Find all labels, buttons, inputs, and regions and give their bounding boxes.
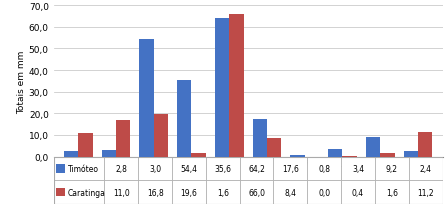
Bar	[64, 151, 78, 157]
Bar	[54, 180, 104, 204]
Bar	[56, 165, 65, 173]
Bar	[409, 180, 443, 204]
Bar	[116, 121, 130, 157]
Bar	[418, 133, 432, 157]
Text: 66,0: 66,0	[248, 188, 265, 197]
Bar	[267, 139, 281, 157]
Bar	[172, 180, 206, 204]
Text: 3,0: 3,0	[149, 164, 161, 173]
Text: 2,4: 2,4	[420, 164, 432, 173]
Text: 35,6: 35,6	[214, 164, 231, 173]
Bar	[253, 119, 267, 157]
Bar	[291, 155, 305, 157]
Bar	[341, 157, 375, 180]
Bar	[191, 153, 206, 157]
Text: 1,6: 1,6	[386, 188, 398, 197]
Text: 11,2: 11,2	[417, 188, 434, 197]
Bar	[206, 180, 240, 204]
Text: 1,6: 1,6	[217, 188, 229, 197]
Bar	[380, 153, 395, 157]
Bar	[138, 157, 172, 180]
Bar	[54, 157, 104, 180]
Bar	[375, 180, 409, 204]
Bar	[101, 150, 116, 157]
Bar	[240, 180, 274, 204]
Bar	[138, 180, 172, 204]
Bar	[328, 150, 342, 157]
Bar	[56, 188, 65, 196]
Bar	[229, 15, 244, 157]
Bar	[104, 157, 138, 180]
Y-axis label: Totais em mm: Totais em mm	[17, 50, 26, 113]
Text: 16,8: 16,8	[147, 188, 164, 197]
Bar	[206, 157, 240, 180]
Text: 54,4: 54,4	[181, 164, 198, 173]
Text: Timóteo: Timóteo	[67, 164, 98, 173]
Text: 11,0: 11,0	[113, 188, 130, 197]
Bar	[366, 137, 380, 157]
Bar	[215, 19, 229, 157]
Text: 0,4: 0,4	[352, 188, 364, 197]
Bar	[240, 157, 274, 180]
Bar	[342, 156, 357, 157]
Text: 9,2: 9,2	[386, 164, 398, 173]
Text: Caratinga: Caratinga	[67, 188, 105, 197]
Bar	[307, 180, 341, 204]
Text: 2,8: 2,8	[115, 164, 127, 173]
Bar	[154, 115, 168, 157]
Bar	[375, 157, 409, 180]
Text: 64,2: 64,2	[248, 164, 265, 173]
Bar	[274, 180, 307, 204]
Bar	[404, 152, 418, 157]
Text: 17,6: 17,6	[282, 164, 299, 173]
Bar	[104, 180, 138, 204]
Bar	[307, 157, 341, 180]
Text: 8,4: 8,4	[284, 188, 296, 197]
Bar	[177, 80, 191, 157]
Bar	[409, 157, 443, 180]
Bar	[341, 180, 375, 204]
Bar	[172, 157, 206, 180]
Text: 0,8: 0,8	[318, 164, 330, 173]
Bar	[139, 40, 154, 157]
Text: 0,0: 0,0	[318, 188, 330, 197]
Bar	[78, 133, 93, 157]
Bar	[274, 157, 307, 180]
Text: 19,6: 19,6	[181, 188, 197, 197]
Text: 3,4: 3,4	[352, 164, 364, 173]
